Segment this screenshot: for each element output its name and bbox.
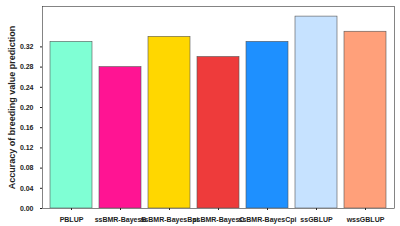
svg-text:0.20: 0.20 — [20, 104, 34, 111]
svg-text:ssGBLUP: ssGBLUP — [300, 216, 333, 223]
svg-text:ssBMR-BayesB: ssBMR-BayesB — [95, 216, 147, 224]
svg-text:wssGBLUP: wssGBLUP — [346, 216, 385, 223]
svg-text:0.16: 0.16 — [20, 124, 34, 131]
svg-text:0.08: 0.08 — [20, 164, 34, 171]
svg-text:0.04: 0.04 — [20, 185, 34, 192]
svg-text:0.32: 0.32 — [20, 43, 34, 50]
svg-text:ssBMR-BayesC: ssBMR-BayesC — [193, 216, 245, 224]
svg-text:Accuracy of breeding value pre: Accuracy of breeding value prediction — [7, 26, 17, 190]
svg-text:0.12: 0.12 — [20, 144, 34, 151]
svg-text:0.00: 0.00 — [20, 205, 34, 212]
svg-text:PBLUP: PBLUP — [60, 216, 84, 223]
svg-text:ssBMR-BayesBpi: ssBMR-BayesBpi — [141, 216, 199, 224]
svg-text:0.28: 0.28 — [20, 63, 34, 70]
svg-text:0.24: 0.24 — [20, 84, 34, 91]
svg-text:ssBMR-BayesCpi: ssBMR-BayesCpi — [239, 216, 297, 224]
